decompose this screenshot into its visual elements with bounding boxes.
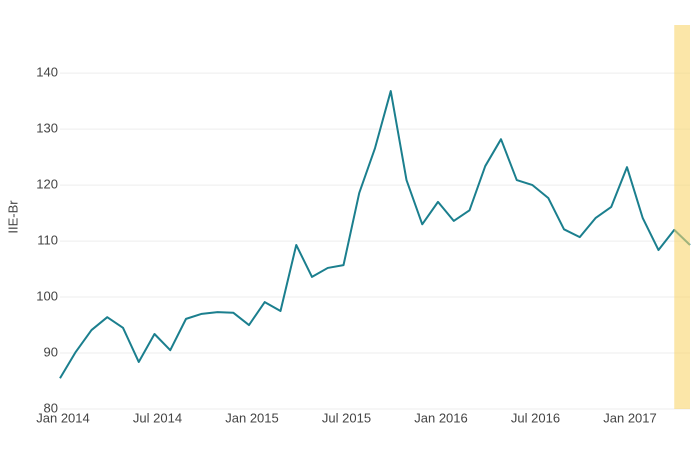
- x-tick-label: Jan 2017: [603, 410, 657, 425]
- x-tick-label: Jul 2015: [322, 410, 371, 425]
- y-tick-label: 100: [36, 288, 58, 303]
- y-tick-label: 120: [36, 177, 58, 192]
- y-tick-label: 110: [37, 233, 58, 248]
- x-tick-label: Jul 2016: [511, 410, 560, 425]
- x-tick-label: Jan 2014: [36, 410, 90, 425]
- y-tick-label: 140: [36, 65, 58, 80]
- y-tick-label: 130: [36, 121, 58, 136]
- x-tick-label: Jul 2014: [133, 410, 182, 425]
- y-tick-label: 90: [44, 344, 58, 359]
- x-tick-label: Jan 2016: [414, 410, 468, 425]
- y-axis-label: IIE-Br: [5, 200, 20, 234]
- shaded-region: [674, 25, 690, 409]
- x-tick-label: Jan 2015: [225, 410, 279, 425]
- data-line: [59, 90, 691, 379]
- y-tick-label: 80: [44, 400, 58, 415]
